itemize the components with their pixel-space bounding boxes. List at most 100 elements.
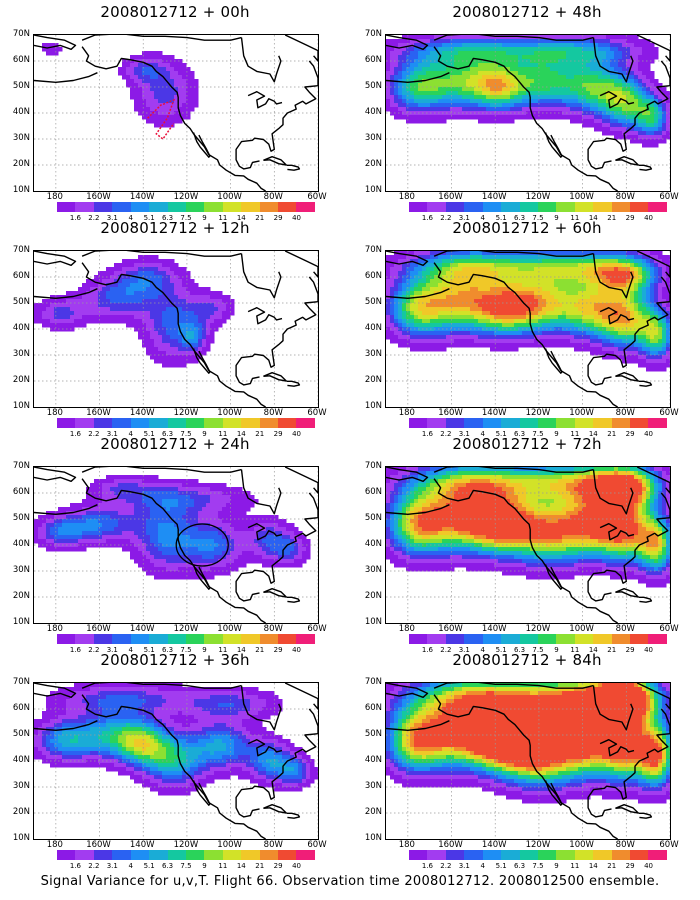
colorbar-swatch (75, 634, 94, 644)
colorbar-label: 7.5 (532, 862, 544, 870)
lat-tick-label: 30N (364, 565, 382, 575)
colorbar-label: 7.5 (532, 646, 544, 654)
lon-tick-label: 180 (398, 408, 415, 418)
colorbar-label: 29 (273, 214, 283, 222)
colorbar-swatch (556, 850, 575, 860)
map-panel-12h: 2008012712 + 12h 70N 60N 50N 40N 30N 20N 10N 180… (0, 218, 340, 438)
lat-tick-label: 20N (12, 159, 30, 169)
panel-title: 2008012712 + 00h (100, 3, 250, 21)
colorbar-swatch (501, 418, 520, 428)
variance-shading (42, 43, 199, 128)
colorbar-swatch (259, 850, 279, 860)
colorbar-swatch (57, 850, 76, 860)
colorbar-swatch (482, 202, 502, 212)
colorbar-swatch (130, 202, 150, 212)
colorbar-swatch (112, 850, 131, 860)
colorbar-label: 2.2 (440, 646, 452, 654)
colorbar-swatch (241, 418, 260, 428)
colorbar-swatch (611, 850, 631, 860)
colorbar-label: 6.3 (161, 214, 174, 222)
colorbar-label: 9 (202, 430, 207, 438)
lon-tick-label: 60W (307, 192, 327, 202)
colorbar-label: 6.3 (161, 646, 174, 654)
lon-tick-label: 120W (173, 624, 199, 634)
lon-tick-label: 60W (307, 408, 327, 418)
colorbar (57, 202, 315, 212)
variance-shading (34, 683, 318, 796)
variance-map (34, 683, 318, 839)
lat-tick-label: 50N (364, 81, 382, 91)
colorbar-label: 9 (202, 646, 207, 654)
colorbar-swatch (445, 634, 465, 644)
colorbar-label: 11 (218, 430, 228, 438)
lat-tick-label: 10N (364, 617, 382, 627)
lon-tick-label: 140W (129, 840, 155, 850)
colorbar-label: 5.1 (143, 862, 155, 870)
panel-title: 2008012712 + 36h (100, 651, 250, 669)
colorbar-label: 1.6 (421, 862, 433, 870)
variance-shading (386, 467, 670, 588)
colorbar-label: 14 (588, 430, 598, 438)
lat-tick-label: 70N (12, 245, 30, 255)
colorbar-swatch (556, 202, 575, 212)
colorbar-swatch (278, 634, 297, 644)
colorbar-label: 1.6 (69, 862, 81, 870)
lon-tick-label: 140W (481, 192, 507, 202)
lon-tick-label: 80W (615, 840, 635, 850)
colorbar-label: 40 (644, 214, 654, 222)
map-panel-84h: 2008012712 + 84h 70N 60N 50N 40N 30N 20N 10N 180… (352, 650, 692, 870)
colorbar-label: 6.3 (161, 862, 174, 870)
lat-tick-label: 70N (364, 29, 382, 39)
flight-track (147, 98, 176, 141)
lat-tick-label: 50N (364, 729, 382, 739)
colorbar-label: 6.3 (513, 214, 526, 222)
colorbar-swatch (222, 418, 242, 428)
colorbar-swatch (593, 850, 612, 860)
lat-tick-label: 50N (12, 81, 30, 91)
lat-lon-grid (386, 35, 670, 191)
colorbar-labels: 1.6 2.2 3.1 4 5.1 6.3 7.5 9 11 14 21 29 40 (409, 862, 667, 872)
colorbar-label: 4 (480, 646, 485, 654)
colorbar-swatch (648, 634, 667, 644)
colorbar-label: 4 (480, 862, 485, 870)
colorbar-swatch (464, 418, 483, 428)
colorbar-swatch (296, 850, 315, 860)
lon-tick-label: 80W (263, 192, 283, 202)
colorbar-label: 7.5 (180, 862, 192, 870)
colorbar-swatch (57, 418, 76, 428)
colorbar-swatch (130, 850, 150, 860)
lon-tick-label: 120W (525, 840, 551, 850)
lat-tick-label: 70N (12, 461, 30, 471)
colorbar-label: 29 (625, 862, 635, 870)
colorbar (409, 634, 667, 644)
colorbar-label: 6.3 (161, 430, 174, 438)
colorbar-swatch (278, 202, 297, 212)
colorbar-label: 1.6 (69, 430, 81, 438)
map-panel-72h: 2008012712 + 72h 70N 60N 50N 40N 30N 20N 10N 180… (352, 434, 692, 654)
lon-tick-label: 160W (86, 624, 111, 634)
lon-tick-label: 120W (173, 192, 199, 202)
lon-tick-label: 160W (86, 408, 111, 418)
map-plot-area (385, 466, 671, 624)
lon-tick-label: 60W (659, 624, 679, 634)
lon-tick-label: 100W (217, 840, 242, 850)
colorbar-swatch (57, 634, 76, 644)
colorbar-swatch (611, 202, 631, 212)
colorbar-label: 3.1 (106, 862, 118, 870)
lon-tick-label: 140W (129, 192, 155, 202)
colorbar-swatch (149, 202, 168, 212)
colorbar-label: 5.1 (143, 214, 155, 222)
colorbar-label: 2.2 (88, 646, 100, 654)
colorbar-swatch (296, 418, 315, 428)
colorbar-label: 5.1 (495, 862, 507, 870)
colorbar-swatch (241, 202, 260, 212)
colorbar-label: 7.5 (532, 214, 544, 222)
colorbar-swatch (185, 418, 205, 428)
panel-title: 2008012712 + 72h (452, 435, 602, 453)
colorbar-label: 11 (570, 862, 580, 870)
variance-map (386, 467, 670, 623)
lon-tick-label: 100W (217, 192, 242, 202)
colorbar-swatch (241, 850, 260, 860)
figure-caption: Signal Variance for u,v,T. Flight 66. Ob… (40, 874, 660, 889)
lat-tick-label: 50N (364, 297, 382, 307)
